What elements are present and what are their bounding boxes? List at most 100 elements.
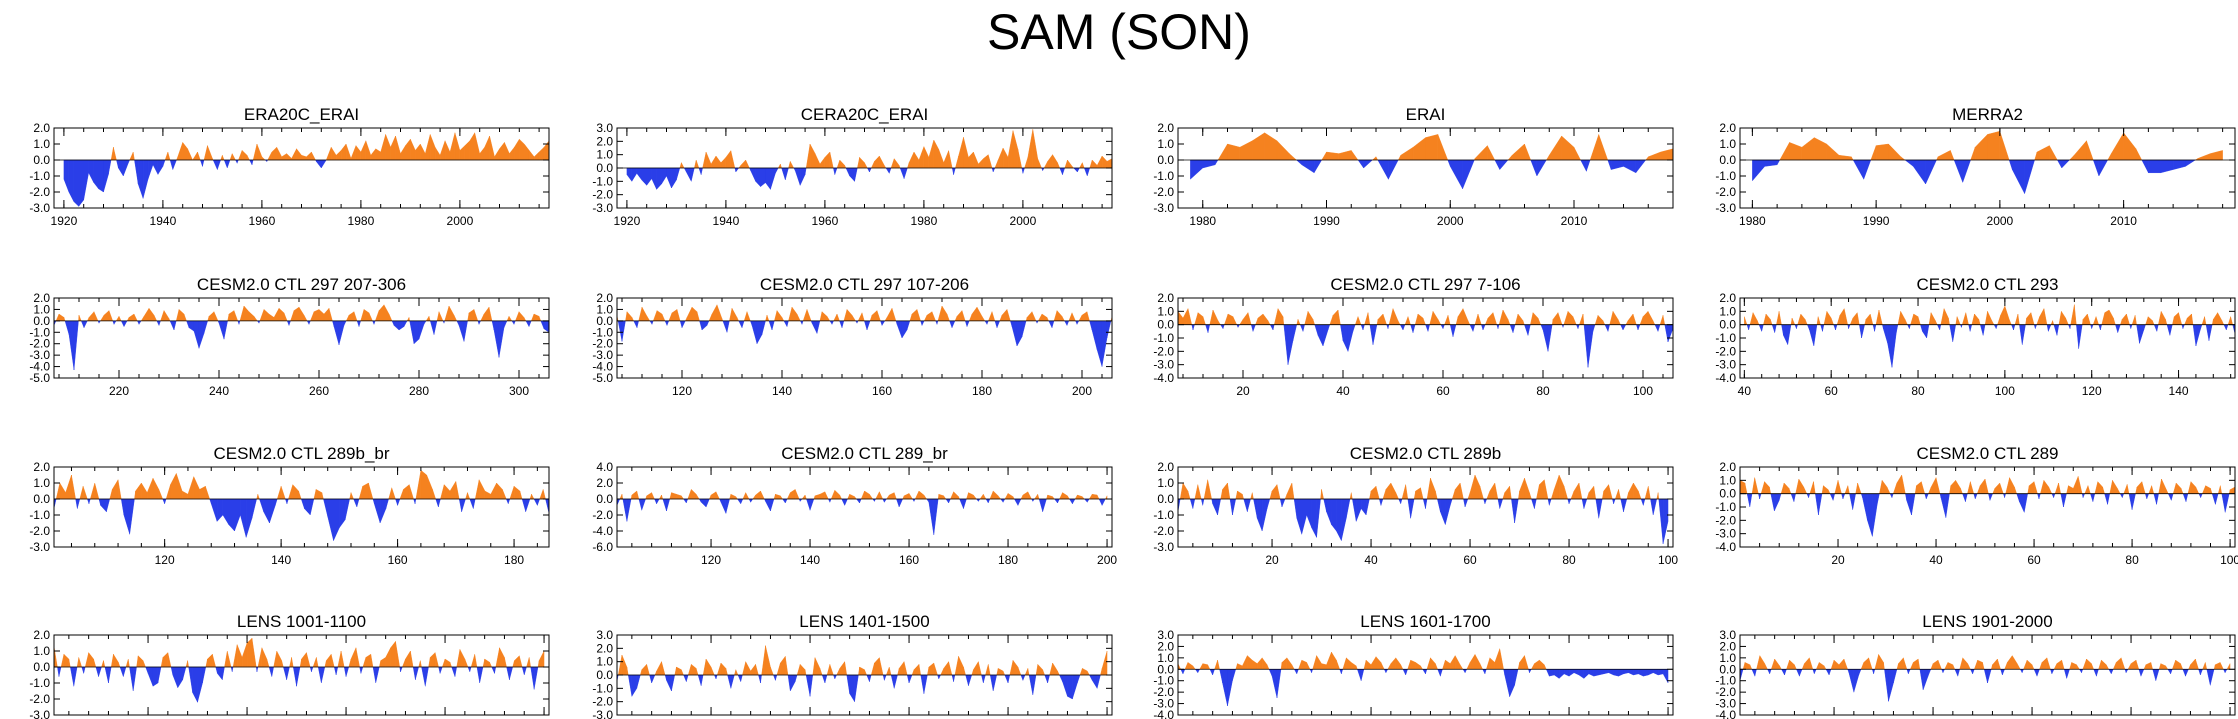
positive-anomaly-area xyxy=(1047,494,1053,500)
negative-anomaly-area xyxy=(1283,324,1289,365)
positive-anomaly-area xyxy=(1826,143,1840,161)
negative-anomaly-area xyxy=(1360,324,1364,331)
negative-anomaly-area xyxy=(698,498,702,503)
positive-anomaly-area xyxy=(2158,663,2161,670)
positive-anomaly-area xyxy=(456,649,461,668)
positive-anomaly-area xyxy=(229,153,233,161)
positive-anomaly-area xyxy=(1062,492,1068,500)
positive-anomaly-area xyxy=(1857,482,1862,494)
positive-anomaly-area xyxy=(1502,309,1509,325)
positive-anomaly-area xyxy=(278,307,285,322)
negative-anomaly-area xyxy=(1057,498,1060,504)
positive-anomaly-area xyxy=(671,492,677,500)
positive-anomaly-area xyxy=(1558,474,1565,500)
negative-anomaly-area xyxy=(661,167,667,185)
negative-anomaly-area xyxy=(869,167,872,173)
negative-anomaly-area xyxy=(1926,493,1929,500)
negative-anomaly-area xyxy=(98,498,101,506)
negative-anomaly-area xyxy=(700,498,707,508)
positive-anomaly-area xyxy=(861,312,865,322)
positive-anomaly-area xyxy=(1026,311,1033,322)
negative-anomaly-area xyxy=(1982,324,1986,336)
negative-anomaly-area xyxy=(809,498,815,511)
negative-anomaly-area xyxy=(476,666,480,684)
negative-anomaly-area xyxy=(2185,493,2189,502)
negative-anomaly-area xyxy=(2167,493,2172,501)
negative-anomaly-area xyxy=(533,666,539,690)
positive-anomaly-area xyxy=(1227,143,1241,161)
positive-anomaly-area xyxy=(1851,156,1854,161)
positive-anomaly-area xyxy=(1597,314,1604,325)
negative-anomaly-area xyxy=(881,320,886,327)
negative-anomaly-area xyxy=(192,666,198,703)
positive-anomaly-area xyxy=(1594,315,1599,325)
positive-anomaly-area xyxy=(1388,308,1394,325)
negative-anomaly-area xyxy=(506,666,510,680)
positive-anomaly-area xyxy=(2065,317,2069,325)
positive-anomaly-area xyxy=(1459,482,1464,500)
positive-anomaly-area xyxy=(1801,663,1805,670)
negative-anomaly-area xyxy=(1096,320,1103,367)
negative-anomaly-area xyxy=(108,666,112,684)
positive-anomaly-area xyxy=(2126,313,2130,325)
negative-anomaly-area xyxy=(953,167,956,175)
positive-anomaly-area xyxy=(263,308,270,322)
positive-anomaly-area xyxy=(2180,488,2184,494)
positive-anomaly-area xyxy=(185,660,188,668)
negative-anomaly-area xyxy=(795,674,798,682)
negative-anomaly-area xyxy=(1028,674,1033,696)
positive-anomaly-area xyxy=(755,490,761,500)
positive-anomaly-area xyxy=(187,660,189,668)
positive-anomaly-area xyxy=(641,307,648,322)
negative-anomaly-area xyxy=(2210,669,2215,686)
negative-anomaly-area xyxy=(1806,493,1809,498)
positive-anomaly-area xyxy=(1660,148,1673,161)
positive-anomaly-area xyxy=(1795,478,1800,494)
x-tick-label: 2010 xyxy=(1561,214,1588,228)
negative-anomaly-area xyxy=(251,159,254,165)
y-tick-label: 2.0 xyxy=(33,628,50,642)
positive-anomaly-area xyxy=(805,143,811,169)
negative-anomaly-area xyxy=(286,320,290,326)
positive-anomaly-area xyxy=(2220,485,2223,494)
x-tick-label: 80 xyxy=(1562,553,1576,567)
positive-anomaly-area xyxy=(126,317,130,322)
negative-anomaly-area xyxy=(959,498,964,509)
positive-anomaly-area xyxy=(983,493,987,500)
positive-anomaly-area xyxy=(937,305,943,322)
negative-anomaly-area xyxy=(2143,324,2146,331)
negative-anomaly-area xyxy=(2160,159,2174,174)
positive-anomaly-area xyxy=(625,311,628,322)
positive-anomaly-area xyxy=(1412,137,1426,161)
panel-title: LENS 1601-1700 xyxy=(1360,612,1490,631)
x-tick-label: 100 xyxy=(1633,384,1653,398)
x-tick-label: 140 xyxy=(800,553,820,567)
positive-anomaly-area xyxy=(2053,663,2057,670)
negative-anomaly-area xyxy=(2069,324,2071,329)
positive-anomaly-area xyxy=(444,140,451,161)
positive-anomaly-area xyxy=(988,664,991,676)
x-tick-label: 300 xyxy=(509,384,529,398)
negative-anomaly-area xyxy=(948,498,951,504)
positive-anomaly-area xyxy=(829,664,834,676)
negative-anomaly-area xyxy=(1276,669,1282,698)
positive-anomaly-area xyxy=(819,311,823,322)
positive-anomaly-area xyxy=(966,492,969,500)
negative-anomaly-area xyxy=(790,674,796,692)
positive-anomaly-area xyxy=(963,666,966,676)
negative-anomaly-area xyxy=(631,167,637,183)
negative-anomaly-area xyxy=(2140,669,2145,677)
positive-anomaly-area xyxy=(1950,150,1955,161)
negative-anomaly-area xyxy=(503,320,508,328)
x-tick-label: 20 xyxy=(1831,553,1845,567)
x-tick-label: 100 xyxy=(1658,553,1678,567)
negative-anomaly-area xyxy=(683,674,687,682)
negative-anomaly-area xyxy=(268,666,272,677)
negative-anomaly-area xyxy=(1020,674,1024,681)
positive-anomaly-area xyxy=(426,474,433,500)
positive-anomaly-area xyxy=(826,315,831,322)
positive-anomaly-area xyxy=(1390,482,1396,500)
positive-anomaly-area xyxy=(1779,142,1790,161)
positive-anomaly-area xyxy=(1214,660,1218,670)
negative-anomaly-area xyxy=(849,167,855,182)
